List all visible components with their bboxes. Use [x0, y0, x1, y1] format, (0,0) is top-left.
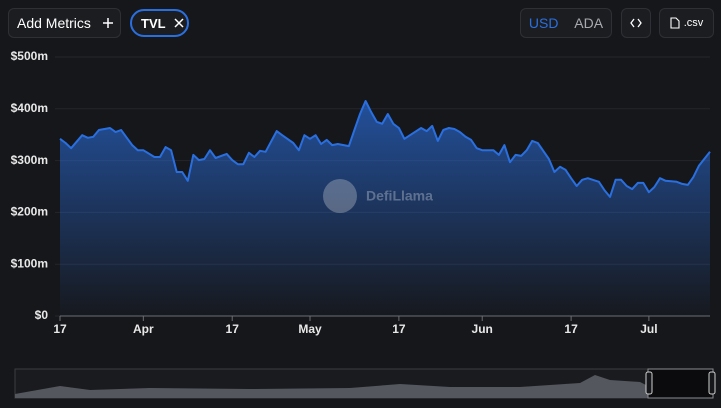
x-tick-label: 17 — [564, 322, 578, 336]
y-tick-label: $500m — [11, 49, 48, 63]
x-tick-label: Jun — [472, 322, 493, 336]
x-tick-label: 17 — [226, 322, 240, 336]
brush-handle-right[interactable] — [708, 371, 716, 395]
add-metrics-button[interactable]: Add Metrics — [8, 8, 121, 38]
y-tick-label: $200m — [11, 205, 48, 219]
plus-icon — [102, 18, 113, 28]
watermark-logo — [323, 179, 357, 213]
y-tick-label: $400m — [11, 101, 48, 115]
y-tick-label: $0 — [35, 308, 49, 322]
brush-handle-left[interactable] — [645, 371, 653, 395]
brush-window — [647, 368, 714, 399]
tvl-chip-label: TVL — [141, 15, 166, 31]
brush-preview — [15, 375, 648, 398]
csv-button[interactable]: .csv — [659, 8, 714, 38]
code-icon — [630, 18, 642, 28]
embed-button[interactable] — [621, 8, 651, 38]
x-tick-label: 17 — [392, 322, 406, 336]
usd-option[interactable]: USD — [528, 15, 559, 31]
x-tick-label: 17 — [53, 322, 67, 336]
file-icon — [670, 17, 680, 29]
x-tick-label: Jul — [640, 322, 657, 336]
tvl-chip[interactable]: TVL — [130, 9, 189, 37]
watermark-text: DefiLlama — [366, 188, 433, 204]
ada-option[interactable]: ADA — [574, 15, 604, 31]
x-tick-label: Apr — [133, 322, 154, 336]
y-tick-label: $300m — [11, 153, 48, 167]
watermark: DefiLlama — [323, 179, 433, 213]
close-icon — [174, 18, 184, 28]
area-line — [59, 100, 711, 198]
x-tick-label: May — [298, 322, 322, 336]
area-fill — [60, 101, 710, 316]
range-brush[interactable] — [14, 368, 716, 399]
csv-label: .csv — [683, 17, 704, 29]
y-tick-label: $100m — [11, 256, 48, 270]
add-metrics-label: Add Metrics — [17, 15, 91, 31]
currency-toggle: USD ADA — [520, 8, 612, 38]
